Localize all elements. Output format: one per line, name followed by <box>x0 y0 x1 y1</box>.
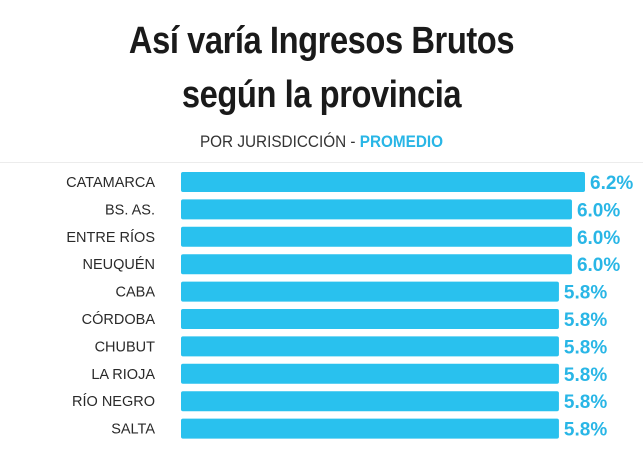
value-label: 6.2% <box>590 173 633 194</box>
value-label: 6.0% <box>577 255 620 276</box>
bar <box>181 226 572 247</box>
value-label: 5.8% <box>564 310 607 331</box>
chart-title-line-1: Así varía Ingresos Brutos <box>128 20 515 62</box>
category-label: CÓRDOBA <box>82 311 156 328</box>
bar <box>181 418 559 439</box>
value-label: 6.0% <box>577 200 620 221</box>
value-label: 6.0% <box>577 228 620 249</box>
category-label: RÍO NEGRO <box>72 393 155 410</box>
bar <box>181 336 559 357</box>
bar <box>181 172 585 192</box>
subtitle-accent: PROMEDIO <box>359 132 444 151</box>
category-label: NEUQUÉN <box>82 256 155 273</box>
category-label: CHUBUT <box>95 339 156 355</box>
category-label: ENTRE RÍOS <box>66 229 155 246</box>
chart-title-line-2: según la provincia <box>181 74 462 116</box>
value-label: 5.8% <box>564 392 607 413</box>
value-label: 5.8% <box>564 337 607 358</box>
category-label: BS. AS. <box>105 202 155 218</box>
value-label: 5.8% <box>564 283 607 304</box>
bar <box>181 363 559 384</box>
chart-subtitle: POR JURISDICCIÓN - PROMEDIO <box>32 132 611 152</box>
value-label: 5.8% <box>564 365 607 386</box>
category-label: SALTA <box>111 422 155 438</box>
bar <box>181 281 559 302</box>
bar <box>181 254 572 275</box>
value-label: 5.8% <box>564 420 607 441</box>
bar <box>181 309 559 329</box>
category-label: CABA <box>116 285 156 301</box>
category-label: LA RIOJA <box>91 367 155 383</box>
bar <box>181 391 559 412</box>
header-separator <box>0 162 643 163</box>
subtitle-prefix: POR JURISDICCIÓN - <box>199 132 360 151</box>
bar <box>181 199 572 220</box>
category-label: CATAMARCA <box>66 175 155 191</box>
